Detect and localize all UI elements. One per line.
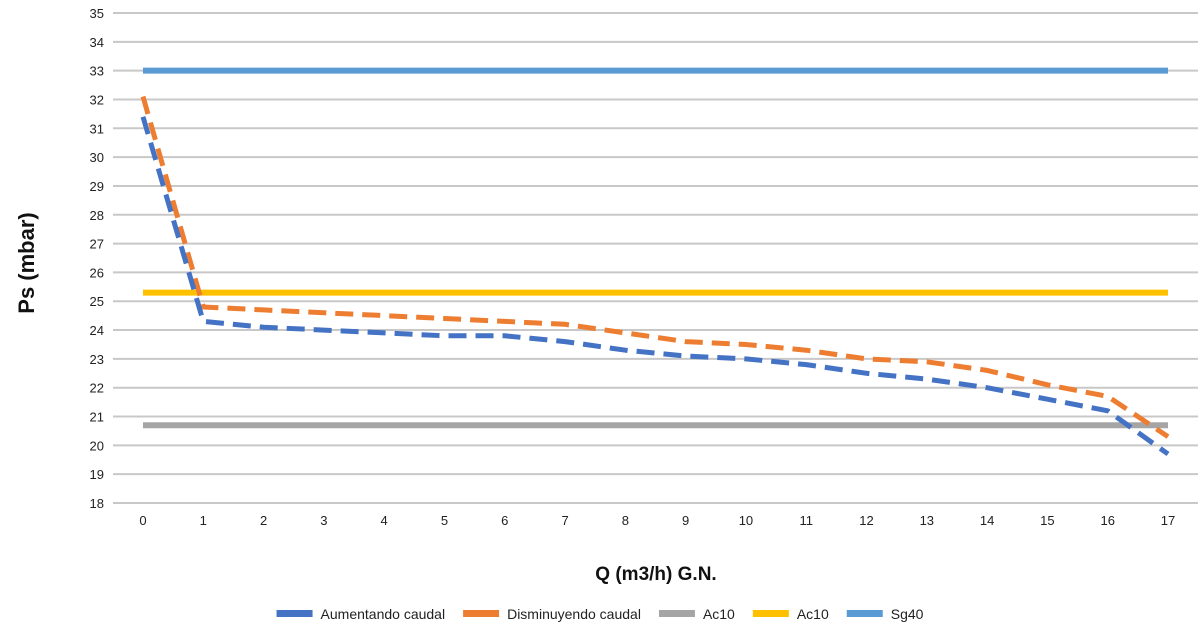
legend-label: Disminuyendo caudal	[507, 606, 641, 622]
y-tick-label: 30	[90, 150, 104, 165]
x-tick-label: 11	[799, 513, 813, 528]
x-tick-label: 2	[260, 513, 267, 528]
legend-swatch	[463, 610, 500, 617]
legend-swatch	[276, 610, 313, 617]
y-axis-ticks: 18 19 20 21 22 23 24 25 26 27 28 29 30 31 32 33 34 35	[90, 6, 104, 511]
legend: Aumentando caudal Disminuyendo caudal Ac10…	[276, 606, 924, 622]
y-axis-title: Ps (mbar)	[14, 212, 39, 313]
x-tick-label: 14	[980, 513, 994, 528]
y-tick-label: 34	[90, 35, 104, 50]
y-tick-label: 24	[90, 323, 104, 338]
legend-swatch	[846, 610, 883, 617]
legend-label: Sg40	[891, 606, 924, 622]
x-tick-label: 15	[1040, 513, 1054, 528]
x-axis-title: Q (m3/h) G.N.	[595, 564, 716, 585]
y-tick-label: 28	[90, 208, 104, 223]
y-tick-label: 27	[90, 237, 104, 252]
series-line-aumentando-caudal	[140, 116, 1170, 457]
y-tick-label: 31	[90, 121, 104, 136]
y-tick-label: 33	[90, 64, 104, 79]
series	[140, 67, 1170, 457]
x-tick-label: 8	[622, 513, 629, 528]
y-tick-label: 23	[90, 352, 104, 367]
x-tick-label: 5	[441, 513, 448, 528]
y-tick-label: 25	[90, 294, 104, 309]
y-tick-label: 19	[90, 467, 104, 482]
y-tick-label: 32	[90, 92, 104, 107]
x-tick-label: 1	[200, 513, 207, 528]
y-tick-label: 20	[90, 438, 104, 453]
x-tick-label: 7	[561, 513, 568, 528]
y-tick-label: 18	[90, 496, 104, 511]
grid	[113, 12, 1198, 504]
legend-swatch	[752, 610, 789, 617]
x-tick-label: 17	[1161, 513, 1175, 528]
x-tick-label: 6	[501, 513, 508, 528]
y-tick-label: 22	[90, 381, 104, 396]
x-tick-label: 10	[739, 513, 753, 528]
x-tick-label: 13	[920, 513, 934, 528]
x-tick-label: 9	[682, 513, 689, 528]
y-tick-label: 21	[90, 410, 104, 425]
legend-swatch	[658, 610, 695, 617]
x-tick-label: 4	[381, 513, 388, 528]
legend-label: Ac10	[797, 606, 829, 622]
series-line-disminuyendo-caudal	[140, 95, 1170, 439]
x-tick-label: 12	[859, 513, 873, 528]
x-axis-ticks: 0 1 2 3 4 5 6 7 8 9 10 11 12 13 14 15 16 17	[139, 513, 1175, 528]
x-tick-label: 3	[320, 513, 327, 528]
y-tick-label: 29	[90, 179, 104, 194]
y-tick-label: 35	[90, 6, 104, 21]
x-tick-label: 0	[139, 513, 146, 528]
legend-label: Ac10	[703, 606, 735, 622]
y-tick-label: 26	[90, 265, 104, 280]
x-tick-label: 16	[1100, 513, 1114, 528]
legend-label: Aumentando caudal	[321, 606, 446, 622]
